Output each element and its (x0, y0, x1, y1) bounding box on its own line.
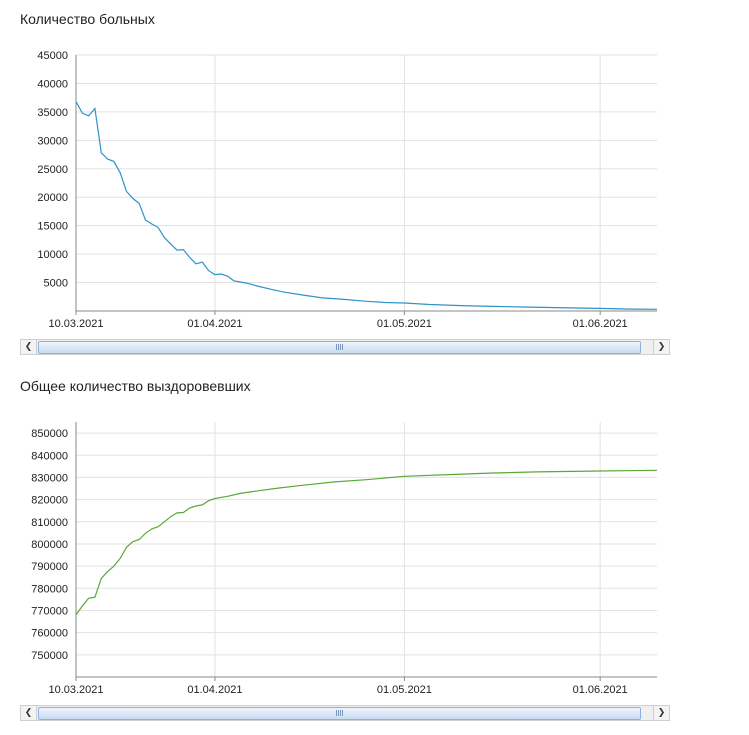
y-tick-label: 790000 (31, 561, 68, 573)
grip-icon (335, 344, 344, 350)
y-tick-label: 830000 (31, 472, 68, 484)
y-tick-label: 5000 (44, 278, 68, 290)
chevron-right-icon: ❯ (657, 342, 666, 352)
scroll-right-button[interactable]: ❯ (653, 706, 669, 720)
series-line (75, 101, 658, 310)
chart-scrollbar[interactable]: ❮ ❯ (20, 705, 670, 721)
y-tick-label: 25000 (37, 164, 68, 176)
y-tick-label: 800000 (31, 539, 68, 551)
chevron-left-icon: ❮ (24, 342, 33, 352)
y-tick-label: 810000 (31, 517, 68, 529)
chevron-right-icon: ❯ (657, 708, 666, 718)
chart-title: Общее количество выздоровевших (20, 378, 251, 394)
chart-title: Количество больных (20, 11, 155, 27)
sick-count-chart: Количество больных 5000 10000 15000 20000 25… (0, 0, 749, 360)
chart-scrollbar[interactable]: ❮ ❯ (20, 339, 670, 355)
scroll-thumb[interactable] (38, 341, 641, 354)
y-tick-label: 770000 (31, 605, 68, 617)
scroll-left-button[interactable]: ❮ (21, 706, 37, 720)
y-tick-label: 10000 (37, 249, 68, 261)
y-tick-label: 40000 (37, 78, 68, 90)
recovered-count-chart: Общее количество выздоровевших 750000 760… (0, 367, 749, 735)
x-tick-label: 01.04.2021 (187, 318, 242, 330)
recovered-count-plot: 750000 760000 770000 780000 790000 800000 8100… (31, 422, 658, 696)
x-tick-label: 01.06.2021 (573, 318, 628, 330)
y-tick-label: 30000 (37, 135, 68, 147)
y-tick-label: 840000 (31, 450, 68, 462)
y-tick-label: 45000 (37, 50, 68, 62)
scroll-left-button[interactable]: ❮ (21, 340, 37, 354)
x-tick-label: 01.05.2021 (377, 684, 432, 696)
scroll-right-button[interactable]: ❯ (653, 340, 669, 354)
series-line (75, 469, 658, 616)
y-tick-label: 780000 (31, 583, 68, 595)
y-tick-label: 15000 (37, 221, 68, 233)
chevron-left-icon: ❮ (24, 708, 33, 718)
x-tick-label: 10.03.2021 (48, 684, 103, 696)
y-tick-label: 820000 (31, 495, 68, 507)
y-tick-label: 850000 (31, 428, 68, 440)
grip-icon (335, 710, 344, 716)
x-tick-label: 01.05.2021 (377, 318, 432, 330)
scroll-thumb[interactable] (38, 707, 641, 720)
y-tick-label: 20000 (37, 192, 68, 204)
x-tick-label: 01.04.2021 (187, 684, 242, 696)
y-tick-label: 760000 (31, 628, 68, 640)
y-tick-label: 750000 (31, 650, 68, 662)
x-tick-label: 10.03.2021 (48, 318, 103, 330)
sick-count-plot: 5000 10000 15000 20000 25000 30000 35000 40000 4… (37, 50, 658, 330)
y-tick-label: 35000 (37, 107, 68, 119)
x-tick-label: 01.06.2021 (573, 684, 628, 696)
